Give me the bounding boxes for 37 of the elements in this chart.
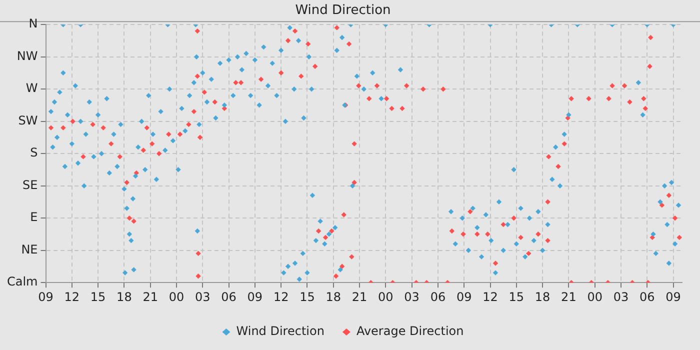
x-tick-label: 03 bbox=[194, 290, 210, 304]
x-tick-label: 09 bbox=[247, 290, 263, 304]
x-tick-label: 03 bbox=[404, 290, 420, 304]
x-tick-label: 09 bbox=[38, 290, 54, 304]
legend-label: Wind Direction bbox=[236, 324, 324, 338]
x-tick-label: 18 bbox=[534, 290, 550, 304]
x-tick-label: 06 bbox=[639, 290, 655, 304]
x-tick-label: 09 bbox=[456, 290, 472, 304]
x-tick-label: 21 bbox=[352, 290, 368, 304]
x-tick-label: 12 bbox=[482, 290, 498, 304]
category-label: W bbox=[26, 81, 38, 96]
x-tick-label: 18 bbox=[116, 290, 132, 304]
x-tick-label: 09 bbox=[666, 290, 681, 304]
category-label: E bbox=[30, 210, 38, 224]
x-tick-label: 00 bbox=[168, 290, 184, 304]
x-tick-label: 15 bbox=[508, 290, 524, 304]
category-label: SW bbox=[18, 113, 38, 128]
category-label: NE bbox=[21, 242, 38, 256]
category-label: SE bbox=[22, 178, 38, 192]
category-label: NW bbox=[16, 48, 38, 63]
x-tick-label: 12 bbox=[64, 290, 80, 304]
x-tick-label: 00 bbox=[378, 290, 394, 304]
x-tick-label: 21 bbox=[142, 290, 158, 304]
x-tick-label: 00 bbox=[587, 290, 602, 304]
x-tick-label: 21 bbox=[561, 290, 576, 304]
x-tick-label: 03 bbox=[613, 290, 629, 304]
chart-title: Wind Direction bbox=[295, 3, 391, 18]
category-label: Calm bbox=[6, 274, 38, 289]
x-tick-label: 15 bbox=[300, 290, 315, 304]
x-tick-label: 12 bbox=[273, 290, 289, 304]
x-tick-label: 06 bbox=[430, 290, 446, 304]
x-tick-label: 18 bbox=[326, 290, 342, 304]
x-tick-label: 15 bbox=[90, 290, 106, 304]
legend-label: Average Direction bbox=[356, 324, 464, 338]
category-label: S bbox=[30, 146, 38, 160]
x-tick-label: 06 bbox=[221, 290, 236, 304]
category-label: N bbox=[28, 16, 38, 31]
